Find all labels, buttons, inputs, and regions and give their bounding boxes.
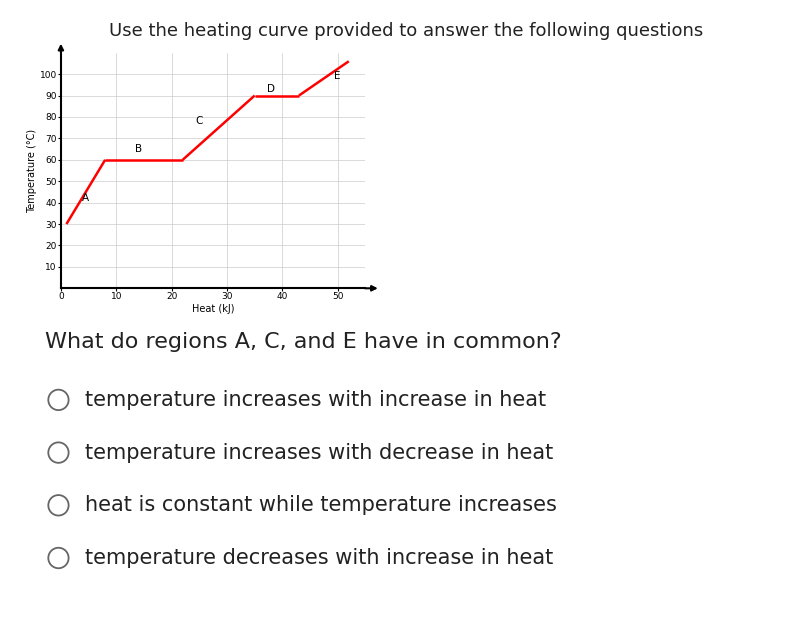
Y-axis label: Temperature (°C): Temperature (°C) <box>27 128 36 213</box>
X-axis label: Heat (kJ): Heat (kJ) <box>191 304 234 314</box>
Text: A: A <box>82 193 89 203</box>
Text: temperature decreases with increase in heat: temperature decreases with increase in h… <box>85 548 553 568</box>
Text: D: D <box>267 84 275 94</box>
Text: E: E <box>334 71 341 81</box>
Text: temperature increases with increase in heat: temperature increases with increase in h… <box>85 390 546 410</box>
Text: What do regions A, C, and E have in common?: What do regions A, C, and E have in comm… <box>45 332 560 352</box>
Text: C: C <box>195 116 203 126</box>
Text: Use the heating curve provided to answer the following questions: Use the heating curve provided to answer… <box>109 22 702 40</box>
Text: heat is constant while temperature increases: heat is constant while temperature incre… <box>85 495 556 515</box>
Text: B: B <box>135 144 142 154</box>
Text: temperature increases with decrease in heat: temperature increases with decrease in h… <box>85 443 553 463</box>
